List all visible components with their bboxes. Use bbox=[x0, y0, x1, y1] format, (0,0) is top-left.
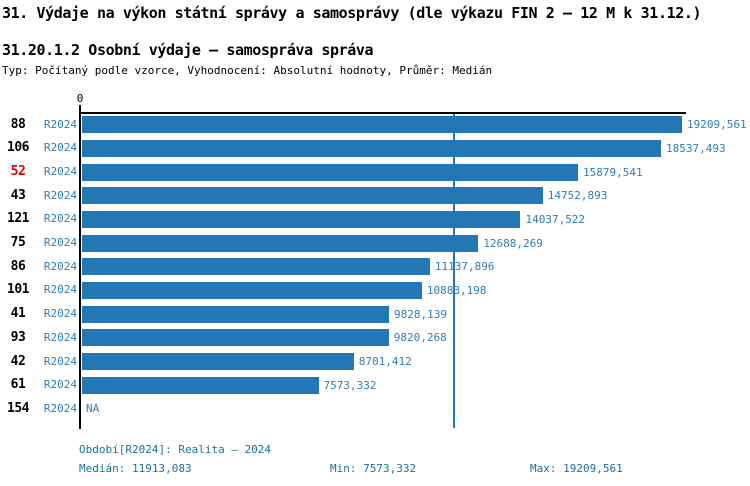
chart-row: 43 R2024 14752,893 bbox=[0, 185, 750, 209]
row-period-label: R2024 bbox=[43, 283, 77, 297]
footer-median: Medián: 11913,083 bbox=[79, 462, 192, 475]
row-id-label: 75 bbox=[10, 235, 26, 251]
chart-row: 88 R2024 19209,561 bbox=[0, 114, 750, 138]
bar-value-label: 14752,893 bbox=[547, 189, 608, 203]
row-id-label: 121 bbox=[7, 211, 29, 227]
y-axis-line bbox=[79, 105, 81, 429]
row-id-label: 93 bbox=[10, 329, 26, 345]
bar bbox=[82, 187, 543, 205]
bar-value-label: 9828,139 bbox=[393, 307, 447, 321]
chart-row: 75 R2024 12688,269 bbox=[0, 233, 750, 257]
chart-row: 106 R2024 18537,493 bbox=[0, 138, 750, 162]
chart-subtitle: 31.20.1.2 Osobní výdaje – samospráva spr… bbox=[2, 41, 374, 59]
bar bbox=[82, 281, 422, 299]
row-id-label: 88 bbox=[10, 116, 26, 132]
row-period-label: R2024 bbox=[43, 236, 77, 250]
chart-row: 42 R2024 8701,412 bbox=[0, 351, 750, 375]
footer-period-line: Období[R2024]: Realita – 2024 bbox=[79, 443, 272, 456]
row-period-label: R2024 bbox=[43, 378, 77, 392]
row-id-label: 52 bbox=[10, 164, 26, 180]
row-id-label: 42 bbox=[10, 353, 26, 369]
footer-min: Min: 7573,332 bbox=[330, 462, 417, 475]
bar-value-label: 10883,198 bbox=[426, 283, 487, 297]
bar bbox=[82, 305, 389, 323]
median-line bbox=[453, 113, 456, 428]
row-period-label: R2024 bbox=[43, 307, 77, 321]
bar-value-label: 19209,561 bbox=[687, 118, 747, 132]
x-axis-tick-label-zero: 0 bbox=[76, 92, 84, 105]
row-id-label: 101 bbox=[7, 282, 29, 298]
bar bbox=[82, 329, 389, 347]
x-axis-line bbox=[79, 112, 686, 114]
row-id-label: 86 bbox=[10, 258, 26, 274]
bar bbox=[82, 163, 578, 181]
bar-value-label: 14037,522 bbox=[525, 212, 586, 226]
chart-type-description: Typ: Počítaný podle vzorce, Vyhodnocení:… bbox=[2, 64, 493, 77]
chart-row: 41 R2024 9828,139 bbox=[0, 304, 750, 328]
page-title: 31. Výdaje na výkon státní správy a samo… bbox=[2, 4, 702, 22]
chart-row: 101 R2024 10883,198 bbox=[0, 280, 750, 304]
row-id-label: 154 bbox=[7, 400, 29, 416]
row-period-label: R2024 bbox=[43, 165, 77, 179]
bar-value-label: 11137,896 bbox=[434, 260, 495, 274]
footer-max: Max: 19209,561 bbox=[530, 462, 623, 475]
chart-row: 61 R2024 7573,332 bbox=[0, 375, 750, 399]
bar-value-label: 18537,493 bbox=[666, 141, 726, 155]
row-id-label: 61 bbox=[10, 377, 26, 393]
row-period-label: R2024 bbox=[43, 330, 77, 344]
row-period-label: R2024 bbox=[43, 188, 77, 202]
bar bbox=[82, 234, 479, 252]
bar bbox=[82, 210, 521, 228]
row-period-label: R2024 bbox=[43, 259, 77, 273]
row-id-label: 43 bbox=[10, 187, 26, 203]
bar-value-label: 7573,332 bbox=[323, 378, 377, 392]
row-id-label: 41 bbox=[10, 306, 26, 322]
chart-row: 154 R2024 NA bbox=[0, 398, 750, 422]
chart-row: 121 R2024 14037,522 bbox=[0, 209, 750, 233]
chart-row: 93 R2024 9820,268 bbox=[0, 327, 750, 351]
bar-na-label: NA bbox=[86, 402, 100, 416]
bar bbox=[82, 116, 682, 134]
bar bbox=[82, 258, 430, 276]
row-period-label: R2024 bbox=[43, 401, 77, 415]
row-period-label: R2024 bbox=[43, 141, 77, 155]
row-period-label: R2024 bbox=[43, 212, 77, 226]
bar-value-label: 9820,268 bbox=[393, 331, 447, 345]
bar bbox=[82, 353, 354, 370]
bar bbox=[82, 139, 661, 157]
row-id-label: 106 bbox=[7, 140, 29, 156]
row-period-label: R2024 bbox=[43, 354, 77, 368]
bar-value-label: 15879,541 bbox=[582, 165, 643, 179]
chart-row: 86 R2024 11137,896 bbox=[0, 256, 750, 280]
bar-value-label: 8701,412 bbox=[358, 355, 412, 368]
bar bbox=[82, 376, 319, 394]
bar-value-label: 12688,269 bbox=[483, 236, 543, 250]
row-period-label: R2024 bbox=[43, 117, 77, 131]
chart-row: 52 R2024 15879,541 bbox=[0, 162, 750, 186]
